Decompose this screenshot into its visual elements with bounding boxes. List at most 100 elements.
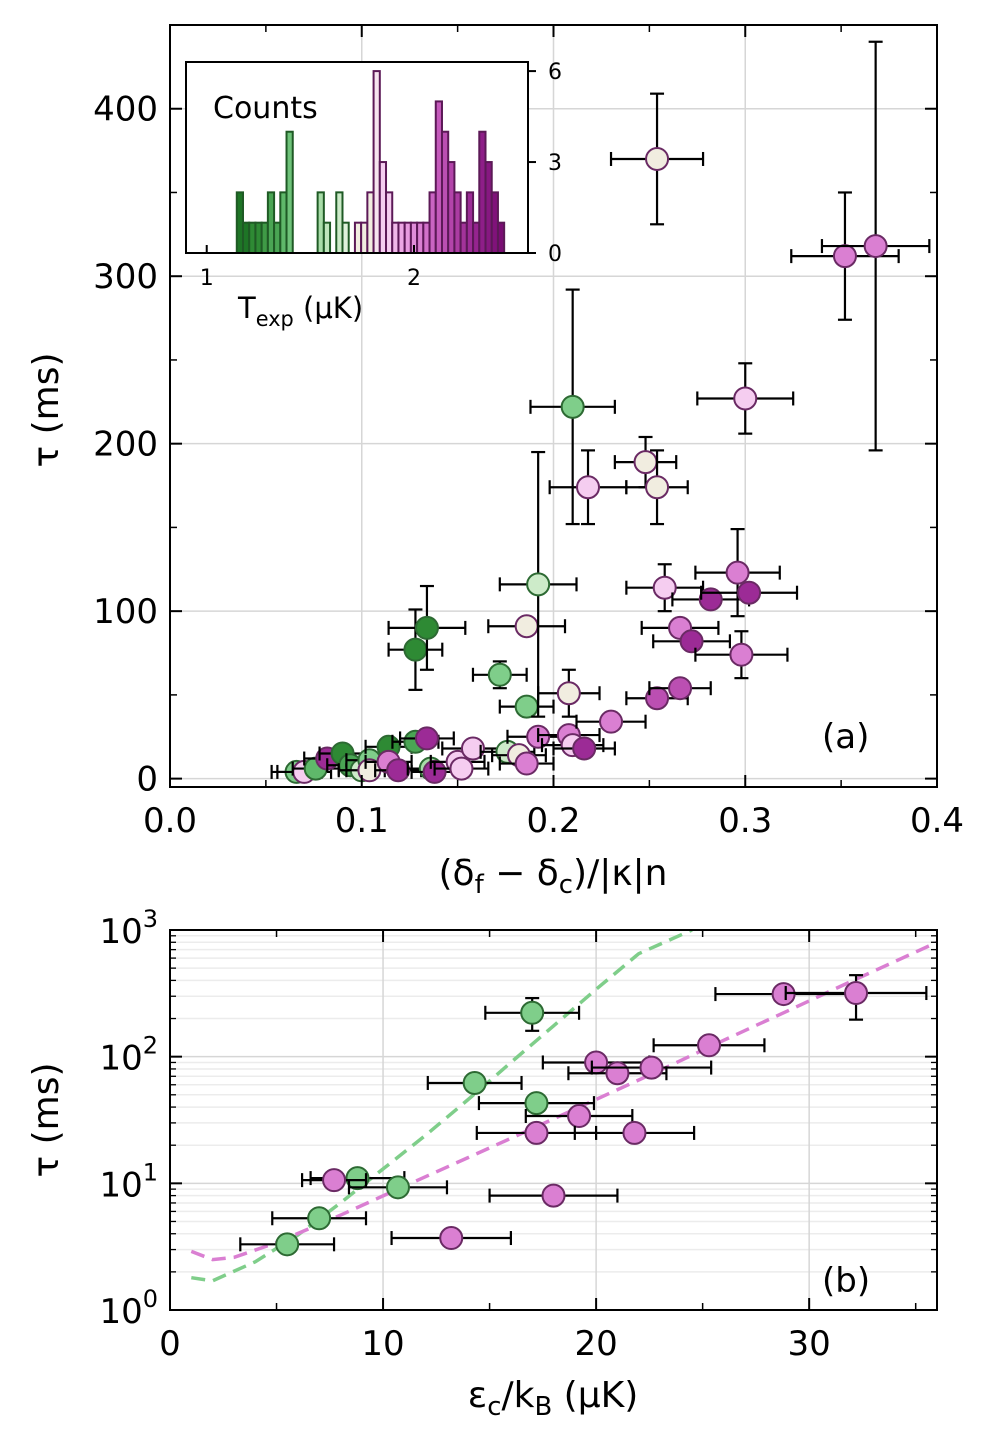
data-point — [471, 660, 528, 690]
data-marker — [733, 386, 758, 411]
data-marker — [487, 662, 512, 687]
data-marker — [729, 642, 754, 667]
data-point — [347, 1175, 449, 1200]
data-marker — [414, 726, 439, 751]
data-point — [573, 1120, 696, 1145]
data-marker — [524, 1091, 549, 1116]
inset-histogram: 1 2 0 3 6 Counts Texp​ (μK) — [185, 60, 562, 331]
panel-a-xlabel: (δf​ − δc​)/|κ|n — [439, 853, 668, 900]
data-point — [820, 40, 931, 452]
inset-frame — [185, 61, 529, 254]
data-marker — [652, 575, 677, 600]
data-marker — [514, 614, 539, 639]
data-marker — [403, 637, 428, 662]
data-point — [625, 563, 705, 613]
data-point — [433, 756, 490, 781]
data-marker — [576, 475, 601, 500]
data-point — [648, 676, 712, 701]
data-marker — [385, 1175, 410, 1200]
data-point — [700, 580, 799, 605]
data-marker — [460, 736, 485, 761]
data-point — [529, 288, 616, 526]
data-marker — [584, 1050, 609, 1075]
b-ytick-label: 101 — [99, 1158, 158, 1205]
data-marker — [462, 1070, 487, 1095]
a-xtick-label: 0.1 — [335, 801, 389, 841]
data-point — [390, 1226, 512, 1251]
panel-a-ticks: 0.0 0.1 0.2 0.3 0.4 0 100 200 300 400 — [93, 25, 964, 841]
panel-b-ticks: 0 10 20 30 100 101 102 103 — [99, 905, 937, 1364]
data-marker — [633, 450, 658, 475]
data-marker — [645, 146, 670, 171]
panel-b-data — [239, 974, 928, 1257]
data-point — [426, 1070, 523, 1095]
data-point — [374, 758, 423, 783]
data-point — [387, 584, 467, 671]
data-marker — [449, 756, 474, 781]
data-marker — [679, 629, 704, 654]
data-marker — [414, 615, 439, 640]
data-point — [498, 751, 555, 776]
b-ytick-label: 103 — [99, 905, 158, 952]
histogram-bar — [496, 221, 506, 255]
data-marker — [697, 1033, 722, 1058]
data-point — [613, 435, 678, 489]
data-marker — [322, 1168, 347, 1193]
data-marker — [668, 676, 693, 701]
data-point — [541, 1050, 651, 1075]
data-marker — [526, 572, 551, 597]
data-marker — [541, 1183, 566, 1208]
data-marker — [622, 1120, 647, 1145]
data-point — [790, 191, 900, 321]
data-marker — [560, 394, 585, 419]
data-marker — [737, 580, 762, 605]
data-marker — [520, 1000, 545, 1025]
data-marker — [386, 758, 411, 783]
data-marker — [345, 1166, 370, 1191]
a-ytick-label: 100 — [93, 592, 158, 632]
inset-xtick-label: 1 — [200, 266, 214, 291]
a-ytick-label: 200 — [93, 425, 158, 465]
data-point — [609, 92, 705, 226]
data-point — [239, 1232, 336, 1257]
panel-b: 0 10 20 30 100 101 102 103 (b) εc​/kB​ (μK) τ (… — [26, 905, 938, 1422]
histogram-bar — [285, 130, 294, 255]
panel-b-fit-curves — [190, 930, 937, 1283]
data-point — [537, 668, 601, 718]
data-point — [784, 974, 928, 1021]
a-xtick-label: 0.0 — [143, 801, 197, 841]
panel-a-tag: (a) — [822, 717, 869, 757]
data-marker — [567, 1104, 592, 1129]
b-ytick-label: 102 — [99, 1032, 158, 1079]
data-marker — [572, 736, 597, 761]
a-ytick-label: 0 — [136, 760, 158, 800]
a-ytick-label: 300 — [93, 257, 158, 297]
data-point — [575, 709, 647, 734]
b-xtick-label: 20 — [574, 1324, 617, 1364]
data-marker — [863, 234, 888, 259]
inset-xlabel: Texp​ (μK) — [237, 291, 363, 331]
data-point — [271, 1206, 368, 1231]
panel-a-data — [270, 40, 931, 784]
a-xtick-label: 0.2 — [526, 801, 580, 841]
data-point — [671, 587, 751, 612]
data-marker — [725, 560, 750, 585]
data-point — [477, 1091, 596, 1116]
panel-a: 0.0 0.1 0.2 0.3 0.4 0 100 200 300 400 (a) (δf​ − … — [26, 24, 964, 900]
panel-b-frame — [169, 929, 938, 1311]
data-marker — [307, 1206, 332, 1231]
b-xtick-label: 0 — [159, 1324, 181, 1364]
inset-ticks: 1 2 0 3 6 — [200, 60, 562, 291]
data-marker — [524, 1120, 549, 1145]
a-xtick-label: 0.3 — [718, 801, 772, 841]
inset-ytick-label: 0 — [548, 242, 562, 267]
data-point — [696, 362, 795, 435]
data-marker — [605, 1061, 630, 1086]
data-marker — [514, 694, 539, 719]
data-point — [498, 694, 555, 719]
data-point — [300, 1168, 368, 1193]
panel-b-ylabel: τ (ms) — [26, 1062, 67, 1177]
data-point — [590, 1055, 713, 1080]
data-point — [652, 629, 732, 654]
data-marker — [832, 244, 857, 269]
